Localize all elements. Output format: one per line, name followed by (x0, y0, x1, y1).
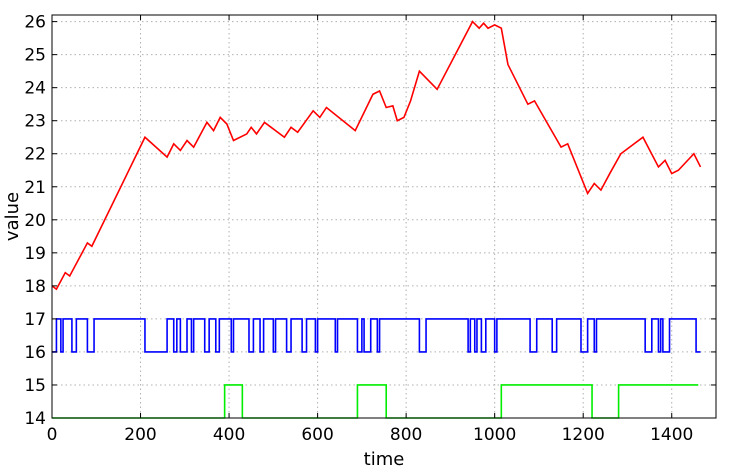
y-axis-title: value (2, 192, 23, 241)
x-tick-label-6: 1200 (562, 425, 605, 445)
y-tick-label-6: 20 (24, 211, 46, 231)
y-tick-label-10: 24 (24, 79, 46, 99)
x-tick-label-7: 1400 (650, 425, 693, 445)
x-tick-label-5: 1000 (473, 425, 516, 445)
tick-layer: 0 200 400 600 800 1000 1200 1400 14 15 16 17 18 19 20 2… (24, 13, 716, 445)
y-tick-label-5: 19 (24, 244, 46, 264)
y-tick-label-2: 16 (24, 343, 46, 363)
series-line-2 (52, 384, 699, 419)
y-tick-label-1: 15 (24, 376, 46, 396)
y-tick-label-9: 23 (24, 112, 46, 132)
series-line-1 (52, 318, 701, 353)
y-tick-label-12: 26 (24, 13, 46, 33)
x-tick-label-1: 200 (124, 425, 156, 445)
y-tick-label-3: 17 (24, 310, 46, 330)
y-tick-label-8: 22 (24, 145, 46, 165)
grid-layer (51, 15, 716, 419)
y-tick-label-0: 14 (24, 409, 46, 429)
x-tick-label-2: 400 (213, 425, 245, 445)
y-tick-label-11: 25 (24, 46, 46, 66)
x-tick-label-3: 600 (301, 425, 333, 445)
x-tick-label-4: 800 (390, 425, 422, 445)
series-line-0 (51, 20, 702, 291)
plot-frame (51, 14, 717, 419)
y-tick-label-4: 18 (24, 277, 46, 297)
x-axis-title: time (364, 449, 405, 470)
x-tick-label-0: 0 (47, 425, 58, 445)
y-tick-label-7: 21 (24, 178, 46, 198)
